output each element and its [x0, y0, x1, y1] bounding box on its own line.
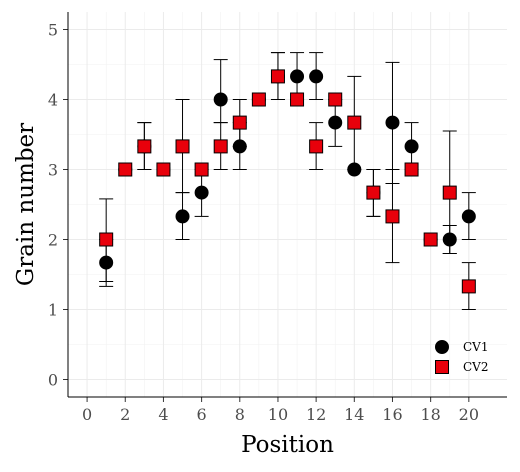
point-cv1	[175, 209, 190, 224]
point-cv2	[137, 139, 152, 154]
grid	[68, 12, 507, 397]
point-cv1	[99, 255, 114, 270]
point-cv2	[213, 139, 228, 154]
point-cv2	[423, 232, 438, 247]
y-axis-title: Grain number	[13, 123, 39, 286]
point-cv1	[194, 185, 209, 200]
point-cv2	[328, 92, 343, 107]
point-cv2	[290, 92, 305, 107]
data-points	[99, 69, 476, 294]
point-cv1	[232, 139, 247, 154]
x-axis-title: Position	[241, 432, 334, 458]
y-tick-label: 2	[48, 231, 58, 250]
point-cv2	[194, 162, 209, 177]
point-cv2	[270, 69, 285, 84]
point-cv2	[442, 185, 457, 200]
y-tick-label: 0	[48, 371, 58, 390]
point-cv1	[309, 69, 324, 84]
y-tick-label: 3	[48, 161, 58, 180]
axes	[63, 12, 507, 402]
y-tick-label: 1	[48, 301, 58, 320]
legend-label: CV2	[463, 360, 488, 374]
y-tick-label: 4	[48, 91, 58, 110]
point-cv1	[328, 115, 343, 130]
x-tick-label: 0	[82, 405, 92, 424]
x-tick-label: 8	[235, 405, 245, 424]
y-tick-label: 5	[48, 21, 58, 40]
point-cv1	[290, 69, 305, 84]
point-cv2	[156, 162, 171, 177]
legend-item-cv1: CV1	[435, 340, 488, 354]
x-tick-label: 18	[420, 405, 440, 424]
x-tick-label: 2	[120, 405, 130, 424]
point-cv2	[251, 92, 266, 107]
point-cv1	[442, 232, 457, 247]
point-cv1	[404, 139, 419, 154]
point-cv1	[385, 115, 400, 130]
legend-key	[435, 360, 449, 374]
point-cv1	[461, 209, 476, 224]
x-tick-label: 14	[344, 405, 364, 424]
point-cv1	[213, 92, 228, 107]
point-cv2	[309, 139, 324, 154]
error-bars	[99, 52, 476, 310]
point-cv2	[118, 162, 133, 177]
x-tick-label: 4	[158, 405, 168, 424]
error-bar	[213, 59, 228, 124]
point-cv2	[99, 232, 114, 247]
point-cv2	[385, 209, 400, 224]
point-cv2	[232, 115, 247, 130]
x-tick-label: 6	[197, 405, 207, 424]
point-cv2	[347, 115, 362, 130]
legend-label: CV1	[463, 340, 488, 354]
legend-key	[435, 340, 449, 354]
x-tick-label: 12	[306, 405, 326, 424]
point-cv2	[461, 279, 476, 294]
x-tick-label: 20	[459, 405, 479, 424]
point-cv1	[347, 162, 362, 177]
x-tick-label: 16	[382, 405, 402, 424]
point-cv2	[175, 139, 190, 154]
point-cv2	[366, 185, 381, 200]
x-tick-label: 10	[268, 405, 288, 424]
point-cv2	[404, 162, 419, 177]
legend-item-cv2: CV2	[435, 360, 488, 374]
